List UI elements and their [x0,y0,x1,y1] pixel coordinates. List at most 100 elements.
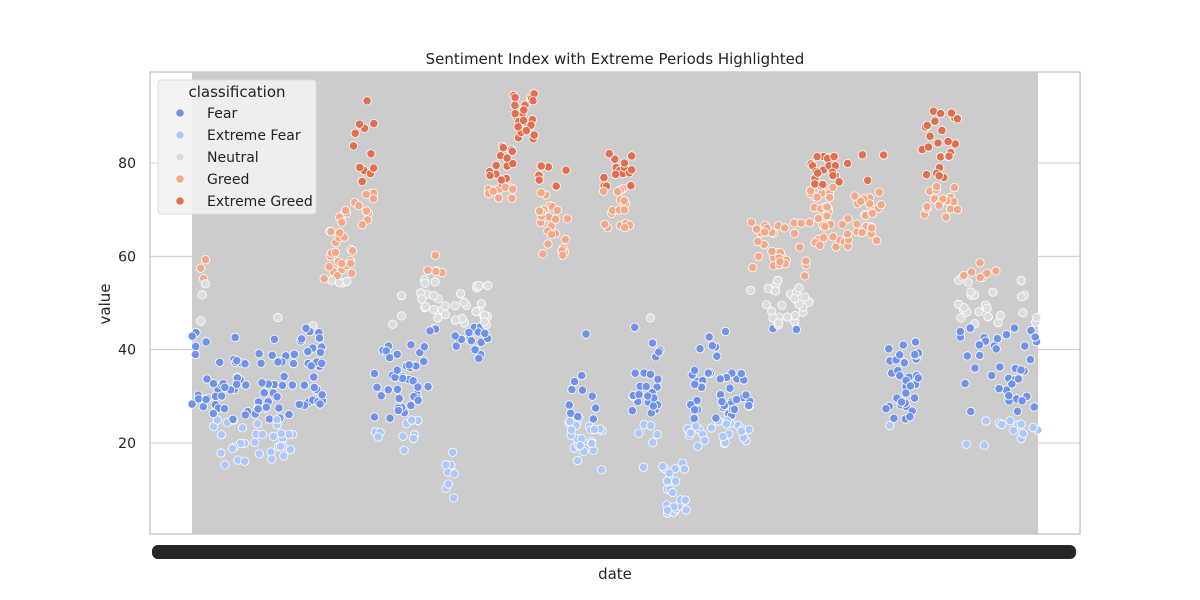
data-point [279,371,289,381]
data-point [943,136,953,146]
data-point [373,432,383,442]
data-point [326,227,336,237]
data-point [1025,354,1036,365]
data-point [752,224,762,234]
data-point [369,412,379,422]
y-tick-label: 60 [118,249,136,265]
data-point [398,431,408,441]
data-point [1018,308,1028,318]
data-point [966,287,976,297]
data-point [196,316,206,326]
data-point [340,205,351,215]
data-point [744,424,754,435]
data-point [812,152,822,162]
legend-marker [175,174,185,184]
data-point [970,363,980,373]
data-point [396,311,407,321]
data-point [910,349,920,360]
data-point [828,171,838,181]
legend-title: classification [188,83,285,101]
data-point [1032,312,1042,323]
data-point [565,416,575,427]
data-point [440,301,450,311]
data-point [909,393,920,403]
data-point [852,219,862,229]
data-point [813,213,824,224]
data-point [429,304,439,315]
data-point [538,249,548,259]
data-point [982,268,992,278]
data-point [252,419,263,429]
data-point [822,211,832,221]
data-point [994,384,1004,394]
data-point [703,368,714,378]
data-point [220,382,230,392]
data-point [474,281,484,291]
data-point [315,347,326,357]
data-point [372,382,382,392]
data-point [413,382,423,392]
data-point [259,388,269,398]
data-point [707,341,718,351]
data-point [974,307,984,317]
data-point [691,421,701,431]
data-point [955,326,965,336]
data-point [842,158,853,169]
data-point [662,476,673,486]
legend-label: Extreme Greed [207,194,313,210]
data-point [654,347,664,357]
data-point [997,419,1007,430]
data-point [881,404,891,414]
data-point [575,440,585,451]
data-point [348,141,359,151]
data-point [753,236,763,247]
data-point [317,390,327,400]
data-point [588,414,598,424]
data-point [874,187,884,197]
data-point [693,441,703,451]
data-point [658,461,668,472]
data-point [443,479,453,489]
data-point [417,294,427,304]
data-point [567,384,577,395]
data-point [1007,379,1017,389]
data-point [309,372,319,382]
data-point [510,109,520,119]
data-point [1017,396,1027,406]
data-point [528,96,538,106]
data-point [404,360,414,370]
data-point [208,408,218,418]
data-point [746,217,757,227]
data-point [219,404,230,414]
legend-label: Fear [207,106,237,122]
data-point [253,404,263,414]
data-point [470,345,480,355]
data-point [396,290,407,301]
data-point [819,233,829,243]
data-point [690,405,700,415]
data-point [842,229,853,239]
data-point [913,373,923,383]
data-point [276,441,286,451]
data-point [744,400,754,411]
data-point [272,415,282,425]
data-point [508,159,518,169]
data-point [941,212,951,222]
data-point [865,199,875,209]
data-point [648,437,658,448]
data-point [895,371,905,381]
data-point [1012,406,1023,416]
data-point [564,400,574,410]
data-point [430,250,440,260]
data-point [1016,419,1026,429]
data-point [483,280,493,291]
data-point [257,378,267,388]
data-point [770,286,781,296]
data-point [711,413,721,423]
data-point [718,431,728,442]
data-point [856,196,866,206]
data-point [706,423,717,433]
data-point [216,430,226,440]
data-point [428,291,439,301]
data-point [692,395,702,405]
